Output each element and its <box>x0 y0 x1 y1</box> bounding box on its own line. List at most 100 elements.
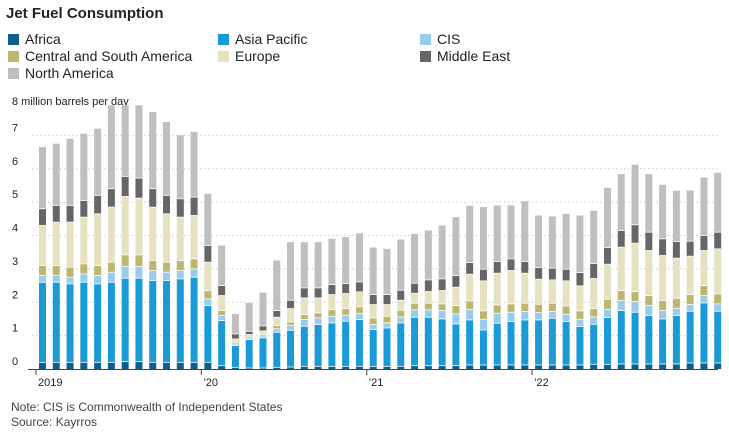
bar-segment <box>424 303 432 310</box>
bar-segment <box>686 190 694 242</box>
bar-segment <box>135 105 143 179</box>
bar-segment <box>507 205 515 259</box>
bar-segment <box>438 365 446 369</box>
bar-segment <box>369 317 377 325</box>
bar-segment <box>328 322 336 367</box>
bar-segment <box>287 300 295 309</box>
legend-label-asia-pacific: Asia Pacific <box>235 31 308 47</box>
bar-segment <box>452 275 460 288</box>
bar-segment <box>521 261 529 274</box>
bar-segment <box>52 143 60 206</box>
bar-segment <box>411 309 419 318</box>
bar-segment <box>287 321 295 326</box>
bar-segment <box>700 285 708 296</box>
bar-segment <box>479 269 487 281</box>
bar-segment <box>714 303 722 312</box>
bar-segment <box>231 367 239 369</box>
bar-segment <box>617 363 625 369</box>
bar-segment <box>672 190 680 242</box>
bar-segment <box>714 362 722 369</box>
bar-segment <box>452 305 460 314</box>
bar-segment <box>452 287 460 306</box>
bar-segment <box>314 366 322 369</box>
bar-segment <box>466 319 474 365</box>
bar-segment <box>135 278 143 362</box>
bar-segment <box>342 237 350 284</box>
bar-segment <box>231 338 239 343</box>
bar-segment <box>328 284 336 295</box>
bar-segment <box>66 283 74 363</box>
bar-segment <box>314 317 322 325</box>
bar-segment <box>493 261 501 274</box>
bar-segment <box>190 277 198 363</box>
legend-swatch-north-america <box>8 68 19 79</box>
x-tick-label: ’22 <box>534 377 549 389</box>
bar-segment <box>466 262 474 275</box>
bar-segment <box>562 305 570 315</box>
bar-segment <box>328 309 336 317</box>
bar-segment <box>631 224 639 244</box>
bar-segment <box>714 172 722 233</box>
bar-segment <box>149 280 157 363</box>
bar-segment <box>52 275 60 283</box>
bar-segment <box>686 241 694 257</box>
bar-segment <box>52 265 60 276</box>
bar-segment <box>218 310 226 316</box>
bar-segment <box>603 317 611 365</box>
bar-segment <box>686 256 694 295</box>
bar-segment <box>369 329 377 367</box>
bar-segment <box>438 318 446 366</box>
bar-segment <box>576 364 584 369</box>
bar-segment <box>466 300 474 310</box>
legend-item-middle-east: Middle East <box>420 48 510 65</box>
bar-segment <box>383 327 391 367</box>
bar-segment <box>576 285 584 311</box>
bar-segment <box>383 304 391 317</box>
bar-segment <box>686 304 694 312</box>
bar-segment <box>204 290 212 299</box>
bar-segment <box>466 309 474 320</box>
bar-segment <box>603 187 611 248</box>
bar-segment <box>245 339 253 368</box>
bar-segment <box>645 174 653 233</box>
bar-segment <box>314 242 322 288</box>
bar-segment <box>342 308 350 316</box>
legend-item-europe: Europe <box>218 48 280 65</box>
bar-segment <box>355 306 363 314</box>
bar-segment <box>590 263 598 279</box>
bar-segment <box>507 270 515 304</box>
bar-segment <box>493 304 501 314</box>
bar-segment <box>39 282 46 363</box>
bar-segment <box>66 138 74 206</box>
bar-segment <box>190 197 198 216</box>
bar-segment <box>204 305 212 363</box>
bar-segment <box>52 205 60 223</box>
bar-segment <box>659 363 667 369</box>
bar-segment <box>259 337 267 368</box>
bar-segment <box>383 294 391 305</box>
bar-segment <box>231 333 239 339</box>
bar-segment <box>121 176 129 197</box>
bar-segment <box>466 364 474 369</box>
bar-segment <box>576 326 584 365</box>
bar-segment <box>135 198 143 255</box>
bar-segment <box>714 293 722 304</box>
bar-segment <box>66 267 74 278</box>
bar-segment <box>149 207 157 261</box>
bar-segment <box>94 275 102 284</box>
bar-segment <box>245 302 253 332</box>
bar-segment <box>411 365 419 369</box>
bar-segment <box>383 316 391 323</box>
bar-segment <box>521 273 529 304</box>
bar-segment <box>218 365 226 369</box>
bar-segment <box>342 283 350 294</box>
bar-segment <box>39 208 46 226</box>
bar-segment <box>617 310 625 364</box>
bar-segment <box>424 365 432 369</box>
bar-segment <box>121 361 129 369</box>
bar-segment <box>686 311 694 363</box>
legend-swatch-europe <box>218 51 229 62</box>
bar-segment <box>369 366 377 369</box>
bar-segment <box>590 316 598 325</box>
